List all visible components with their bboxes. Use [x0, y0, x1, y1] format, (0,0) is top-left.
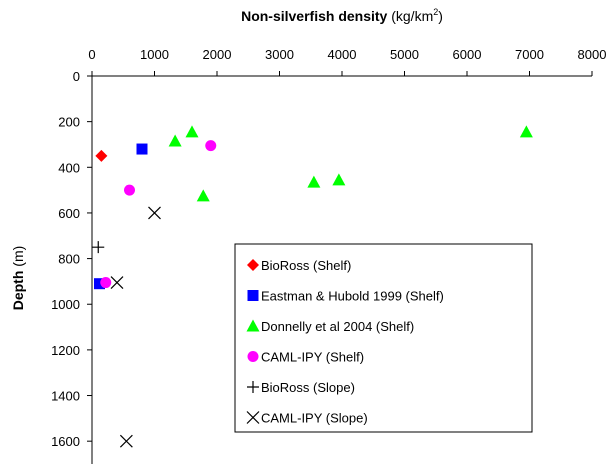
- y-tick-label: 1400: [51, 389, 80, 404]
- data-point-series-5: [148, 206, 161, 220]
- y-axis-title-unit: (m): [10, 246, 26, 271]
- legend-label: CAML-IPY (Slope): [261, 411, 368, 426]
- data-point-series-0: [95, 149, 108, 162]
- data-point-series-4: [92, 241, 105, 254]
- y-tick-label: 600: [58, 206, 80, 221]
- x-tick-label: 2000: [203, 47, 232, 62]
- data-point-series-1: [136, 143, 148, 155]
- x-tick-label: 5000: [390, 47, 419, 62]
- legend-label: BioRoss (Shelf): [261, 258, 351, 273]
- legend-marker-0: [247, 259, 259, 271]
- legend-label: Donnelly et al 2004 (Shelf): [261, 319, 414, 334]
- x-tick-label: 1000: [140, 47, 169, 62]
- x-tick-label: 4000: [328, 47, 357, 62]
- x-axis-title-main: Non-silverfish density: [241, 8, 387, 24]
- legend-label: Eastman & Hubold 1999 (Shelf): [261, 289, 444, 304]
- y-tick-label: 0: [73, 69, 80, 84]
- y-tick-label: 1200: [51, 343, 80, 358]
- legend-marker-2: [246, 319, 260, 332]
- legend: BioRoss (Shelf) Eastman & Hubold 1999 (Sh…: [234, 243, 533, 433]
- x-tick-label: 0: [88, 47, 95, 62]
- y-tick-label: 400: [58, 160, 80, 175]
- x-axis-title-superscript: 2: [433, 7, 438, 17]
- data-point-series-2: [168, 134, 182, 147]
- x-tick-label: 6000: [453, 47, 482, 62]
- points-layer: [92, 125, 533, 448]
- legend-marker-3: [247, 351, 259, 362]
- x-axis-title-unit: (kg/km: [387, 8, 433, 24]
- x-tick-label: 3000: [265, 47, 294, 62]
- data-point-series-3: [205, 140, 217, 152]
- legend-label: CAML-IPY (Shelf): [261, 350, 364, 365]
- data-point-series-1: [94, 278, 105, 290]
- y-tick-label: 1600: [51, 434, 80, 449]
- y-axis-title: Depth (m): [10, 246, 26, 311]
- x-tick-label: 8000: [578, 47, 607, 62]
- y-tick-label: 1000: [51, 297, 80, 312]
- data-point-series-2: [519, 125, 533, 138]
- y-tick-label: 800: [58, 252, 80, 267]
- x-tick-label: 7000: [515, 47, 544, 62]
- y-tick-label: 200: [58, 115, 80, 130]
- legend-marker-4: [247, 381, 259, 393]
- data-point-series-3: [100, 277, 112, 289]
- data-point-series-3: [124, 184, 135, 196]
- data-point-series-2: [307, 175, 321, 188]
- legend-box: [234, 243, 533, 433]
- data-point-series-2: [185, 125, 199, 138]
- axes-layer: 0 1000 2000 3000 4000 5000 6000 7000 8000 0 200 400…: [10, 7, 606, 464]
- y-axis-title-main: Depth: [10, 271, 26, 311]
- x-axis-title-close: ): [438, 8, 443, 24]
- legend-marker-5: [246, 411, 260, 424]
- data-point-series-2: [332, 173, 346, 186]
- x-axis-title: Non-silverfish density (kg/km2): [241, 7, 443, 24]
- legend-marker-1: [247, 290, 259, 301]
- legend-label: BioRoss (Slope): [261, 380, 355, 395]
- data-point-series-5: [110, 276, 124, 289]
- data-point-series-5: [119, 434, 133, 448]
- data-point-series-2: [196, 189, 210, 202]
